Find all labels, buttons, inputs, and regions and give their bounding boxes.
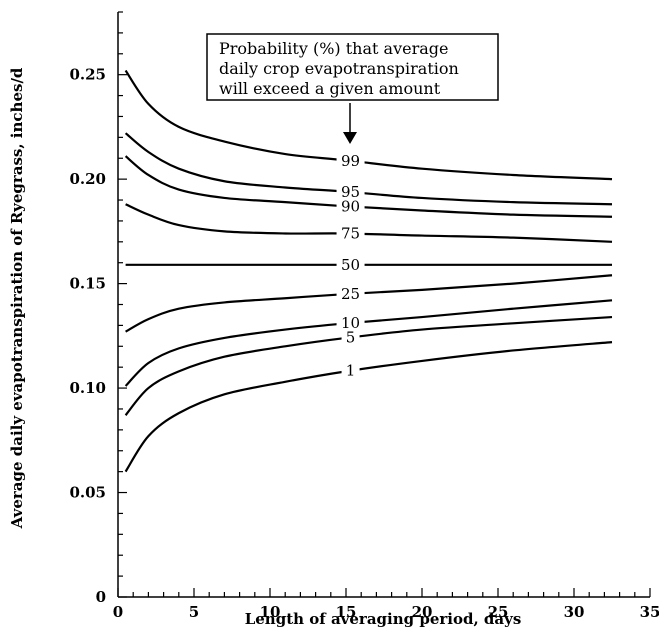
curve-label-99: 99 [341, 152, 360, 170]
x-tick-label: 30 [564, 603, 585, 621]
curve-label-backing [336, 198, 365, 215]
curve-5 [124, 315, 613, 416]
curve-label-backing [336, 256, 365, 273]
curve-label-backing [336, 285, 365, 302]
x-tick-label: 5 [189, 603, 199, 621]
x-tick-label: 35 [640, 603, 659, 621]
curve-75 [125, 203, 613, 243]
curve-label-10: 10 [341, 314, 360, 332]
curve-label-1: 1 [346, 362, 356, 380]
y-tick-label: 0.20 [69, 170, 106, 188]
curve-label-backing [336, 225, 365, 242]
curve-label-backing [336, 314, 365, 331]
curve-label-50: 50 [341, 256, 360, 274]
annotation-line-1: Probability (%) that average [219, 39, 448, 58]
x-tick-label: 0 [113, 603, 123, 621]
curve-label-backing [336, 152, 365, 169]
annotation-line-3: will exceed a given amount [219, 79, 441, 98]
x-tick-label: 10 [260, 603, 281, 621]
y-axis-title: Average daily evapotranspiration of Ryeg… [8, 67, 26, 529]
curve-label-backing [341, 329, 360, 346]
y-tick-label: 0.05 [69, 484, 106, 502]
x-tick-label: 15 [336, 603, 357, 621]
annotation-line-2: daily crop evapotranspiration [219, 59, 459, 78]
curve-99 [124, 69, 613, 181]
curve-25 [125, 274, 613, 333]
curve-90 [124, 155, 613, 218]
curve-label-backing [341, 362, 360, 379]
y-tick-label: 0 [96, 588, 106, 606]
curve-1 [124, 341, 613, 473]
y-tick-label: 0.10 [69, 379, 106, 397]
curve-label-25: 25 [341, 285, 360, 303]
curve-10 [124, 299, 613, 387]
y-tick-label: 0.15 [69, 275, 106, 293]
curve-label-backing [336, 184, 365, 201]
x-tick-label: 20 [412, 603, 433, 621]
annotation-box: Probability (%) that average daily crop … [206, 33, 499, 144]
curve-label-5: 5 [346, 328, 356, 346]
annotation-frame [206, 33, 499, 101]
curve-label-95: 95 [341, 183, 360, 201]
curve-95 [124, 132, 613, 206]
y-tick-label: 0.25 [69, 66, 106, 84]
curves [124, 69, 613, 473]
annotation-arrow-head [343, 132, 357, 144]
curve-label-75: 75 [341, 225, 360, 243]
curve-label-90: 90 [341, 198, 360, 216]
x-axis-title: Length of averaging period, days [245, 610, 522, 628]
x-tick-label: 25 [488, 603, 509, 621]
